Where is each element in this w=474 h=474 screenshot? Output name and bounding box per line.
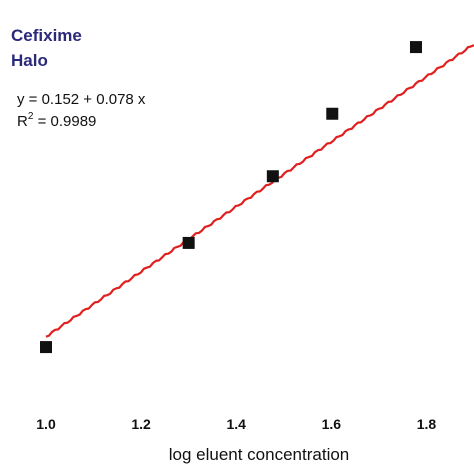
x-tick-label-1: 1.2 — [131, 416, 151, 432]
data-point-2 — [266, 170, 279, 183]
r-squared-value: = 0.9989 — [33, 113, 96, 130]
data-point-1 — [182, 236, 195, 249]
data-point-0 — [40, 341, 52, 354]
fit-line — [45, 44, 474, 338]
data-point-4 — [409, 41, 422, 54]
x-tick-label-0: 1.0 — [36, 416, 56, 432]
chart-title: Cefixime Halo — [11, 26, 82, 70]
x-axis-label: log eluent concentration — [169, 445, 350, 464]
r-squared-label: R2 = 0.9989 — [17, 111, 96, 130]
r-squared-exponent: 2 — [28, 111, 34, 122]
plot-area — [40, 41, 474, 354]
regression-equation: y = 0.152 + 0.078 x — [17, 91, 146, 108]
x-tick-label-4: 1.8 — [417, 416, 437, 432]
data-point-3 — [326, 107, 339, 120]
x-tick-labels: 1.0 1.2 1.4 1.6 1.8 — [36, 416, 436, 432]
x-tick-label-3: 1.6 — [322, 416, 342, 432]
r-squared-letter: R — [17, 113, 28, 130]
chart-title-line-1: Cefixime — [11, 26, 82, 45]
x-tick-label-2: 1.4 — [226, 416, 246, 432]
chart-title-line-2: Halo — [11, 51, 48, 70]
regression-annotation: y = 0.152 + 0.078 x R2 = 0.9989 — [17, 91, 146, 130]
